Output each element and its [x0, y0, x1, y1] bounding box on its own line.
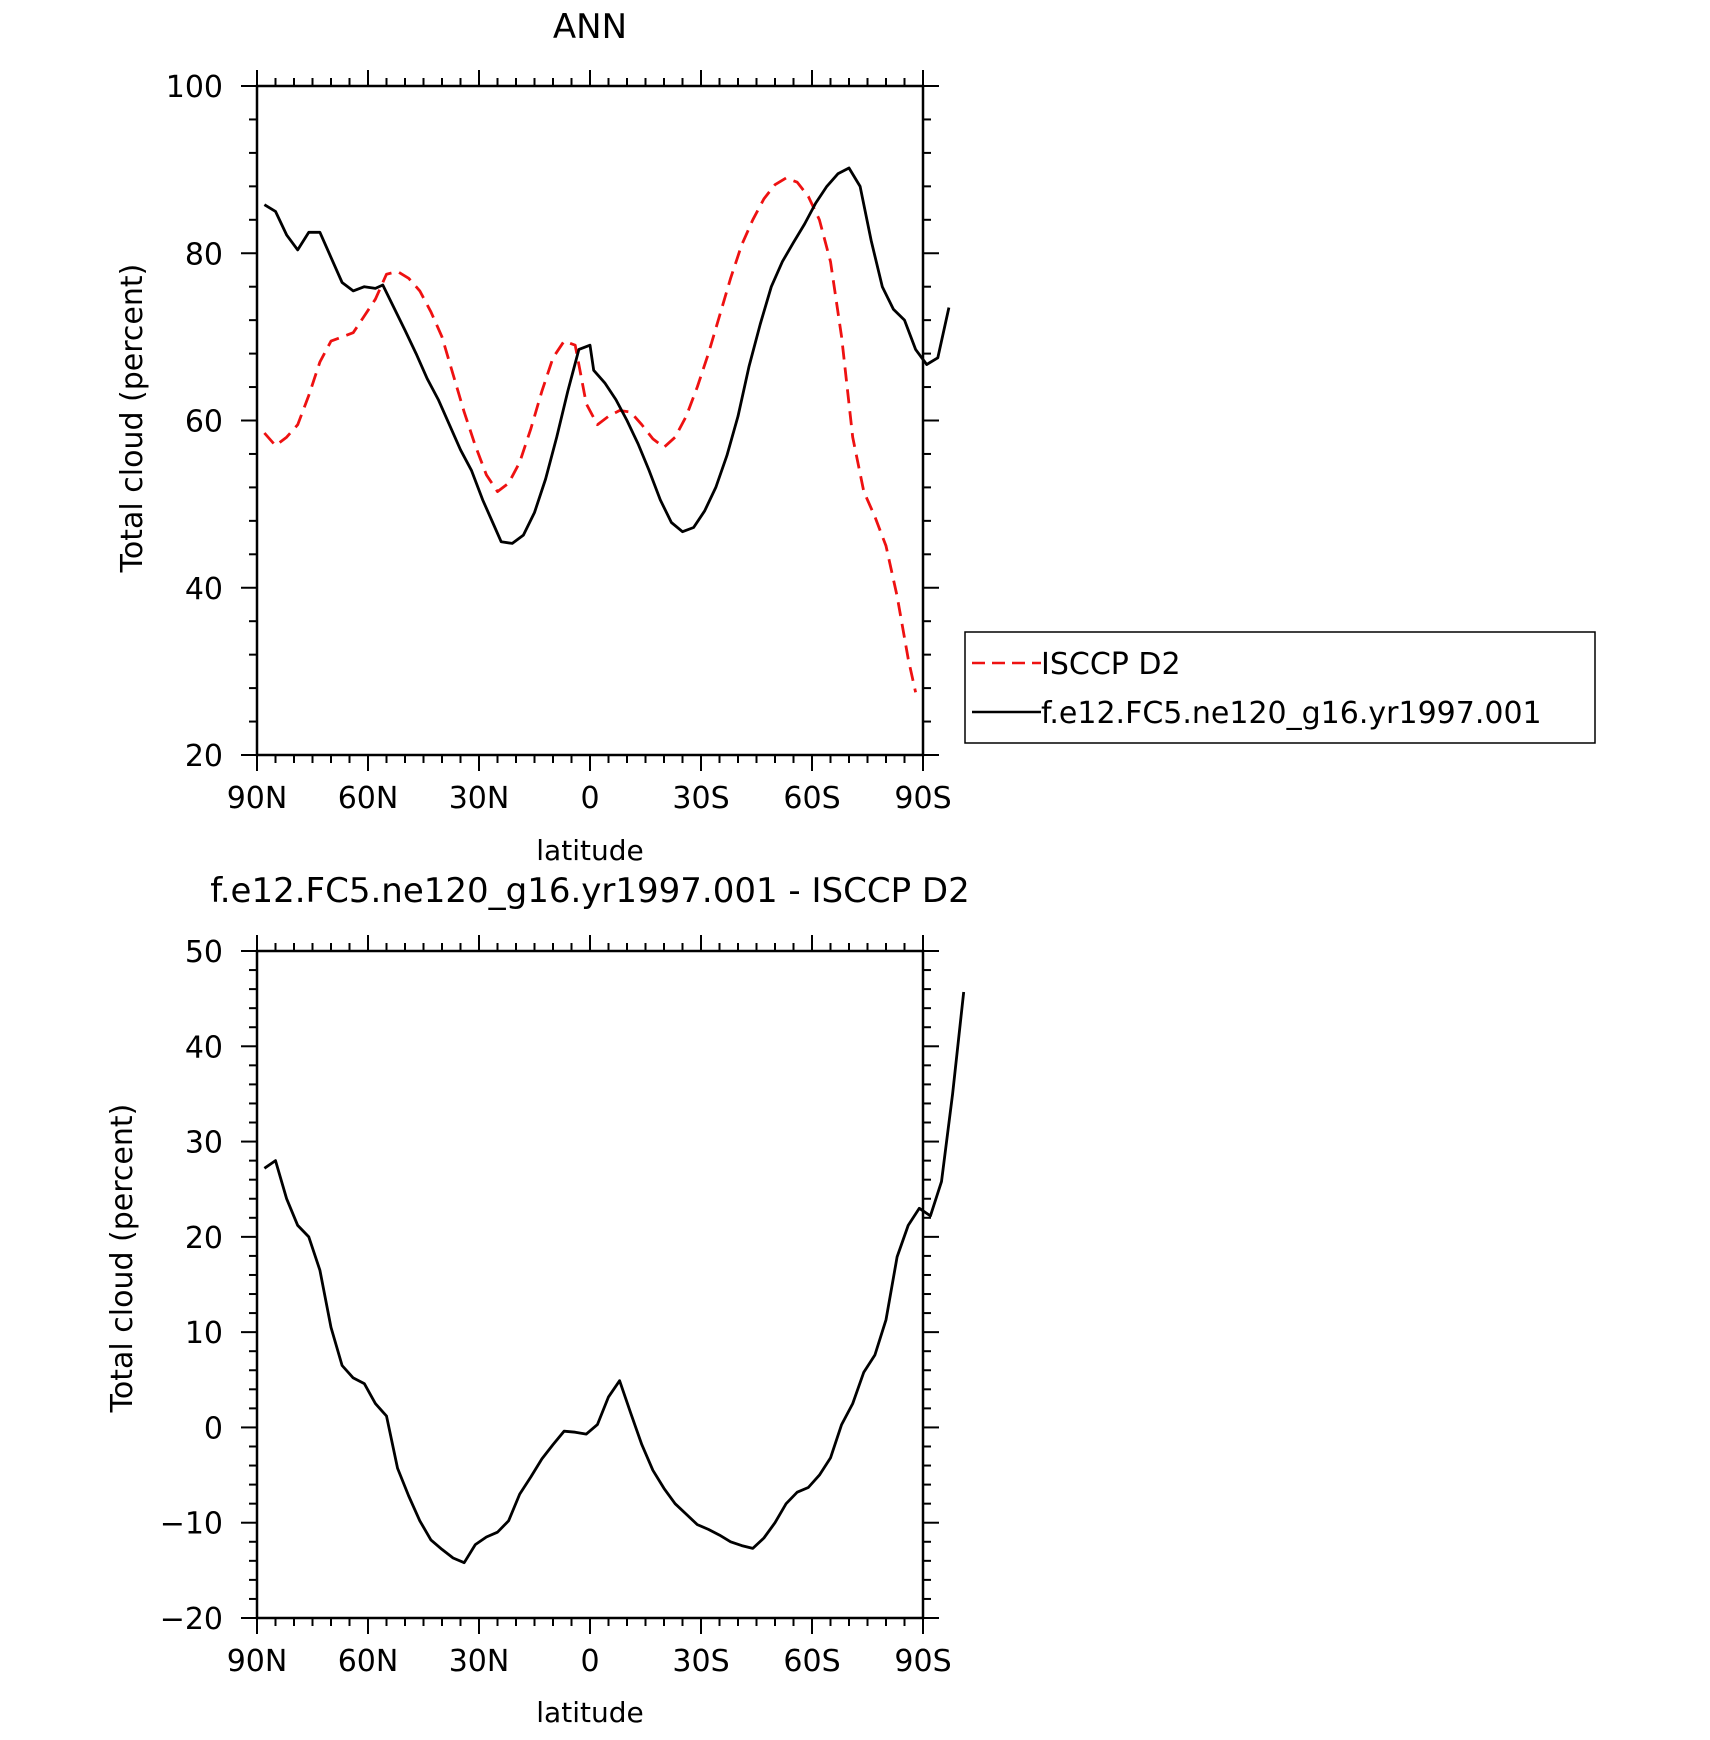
top-series-line-isccp-d2 — [263, 176, 917, 693]
top-plot-area — [263, 166, 951, 693]
bottom-x-tick-label: 0 — [580, 1644, 599, 1679]
top-x-tick-label: 30S — [672, 781, 729, 816]
bottom-x-tick-label: 60S — [783, 1644, 840, 1679]
top-y-axis-label: Total cloud (percent) — [115, 264, 150, 574]
bottom-y-axis-label: Total cloud (percent) — [105, 1104, 140, 1414]
legend-box — [964, 631, 1596, 744]
top-plot-frame — [255, 84, 925, 757]
bottom-axes: 90N 60N 30N 0 30S 60S 90S −20 −10 0 10 20 30 40 50 — [160, 935, 952, 1679]
top-y-tick-label: 20 — [185, 739, 223, 774]
top-y-tick-label: 40 — [185, 572, 223, 607]
bottom-x-axis-label: latitude — [536, 1696, 643, 1729]
bottom-y-tick-label: 40 — [185, 1030, 223, 1065]
bottom-panel: f.e12.FC5.ne120_g16.yr1997.001 - ISCCP D… — [105, 871, 970, 1729]
top-panel: ANN Total cloud (percent) latitude 90N 60… — [115, 7, 1596, 867]
top-x-tick-label: 0 — [580, 781, 599, 816]
top-x-tick-label: 90N — [227, 781, 288, 816]
bottom-x-tick-label: 90N — [227, 1644, 288, 1679]
top-y-tick-label: 60 — [185, 405, 223, 440]
top-axes: 90N 60N 30N 0 30S 60S 90S 20 40 60 80 100 — [166, 70, 952, 816]
top-x-tick-label: 30N — [449, 781, 510, 816]
top-x-tick-label: 60N — [338, 781, 399, 816]
bottom-y-tick-label: 20 — [185, 1221, 223, 1256]
legend-label-model: f.e12.FC5.ne120_g16.yr1997.001 — [1041, 696, 1542, 731]
bottom-x-tick-label: 30N — [449, 1644, 510, 1679]
bottom-chart-title: f.e12.FC5.ne120_g16.yr1997.001 - ISCCP D… — [210, 871, 969, 911]
top-y-tick-label: 100 — [166, 70, 223, 105]
bottom-x-tick-label: 30S — [672, 1644, 729, 1679]
legend-label-isccp: ISCCP D2 — [1041, 647, 1181, 682]
bottom-plot-area — [263, 991, 966, 1565]
bottom-plot-frame — [255, 949, 925, 1620]
bottom-y-tick-label: −10 — [160, 1507, 223, 1542]
top-series-line-f-e12-fc5-ne120-g16-yr1997-001 — [263, 166, 951, 545]
top-y-tick-label: 80 — [185, 237, 223, 272]
bottom-y-tick-label: 50 — [185, 935, 223, 970]
bottom-x-tick-label: 60N — [338, 1644, 399, 1679]
top-chart-title: ANN — [553, 7, 627, 47]
bottom-series-line-difference — [263, 991, 966, 1565]
bottom-y-tick-label: 0 — [204, 1411, 223, 1446]
bottom-y-tick-label: 10 — [185, 1316, 223, 1351]
bottom-y-tick-label: 30 — [185, 1126, 223, 1161]
bottom-x-tick-label: 90S — [894, 1644, 951, 1679]
legend: ISCCP D2 f.e12.FC5.ne120_g16.yr1997.001 — [964, 631, 1596, 744]
bottom-y-tick-label: −20 — [160, 1602, 223, 1637]
top-x-axis-label: latitude — [536, 834, 643, 867]
top-x-tick-label: 60S — [783, 781, 840, 816]
top-x-tick-label: 90S — [894, 781, 951, 816]
